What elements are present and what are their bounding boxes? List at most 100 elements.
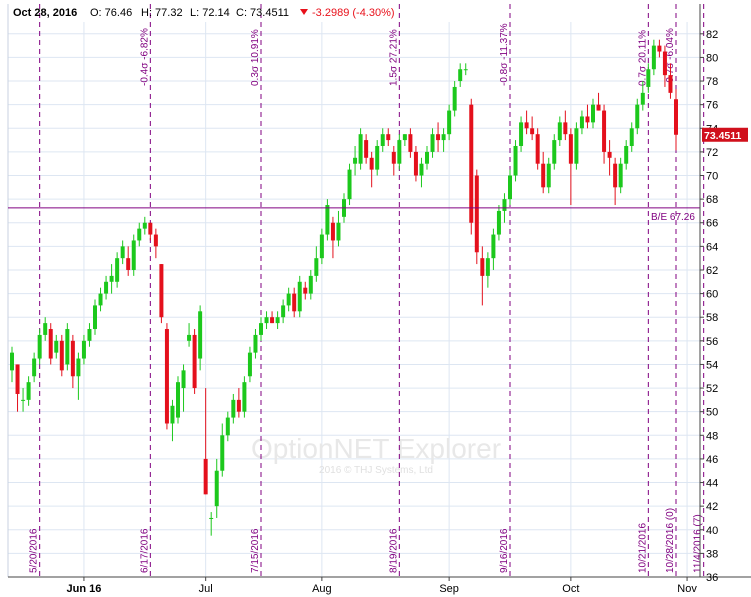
expiration-date-label: 11/4/2016 (7): [693, 514, 704, 573]
candle: [364, 134, 369, 164]
candle: [297, 275, 302, 318]
candle-body: [452, 86, 457, 111]
expiration-date-label: 5/20/2016: [29, 528, 40, 573]
candle: [624, 140, 629, 170]
candle-body: [657, 45, 662, 52]
candle-body: [491, 234, 496, 259]
y-tick-label: 38: [706, 548, 718, 560]
candle: [579, 110, 584, 135]
candle: [613, 157, 618, 206]
candle: [253, 329, 258, 359]
candle-body: [43, 323, 48, 335]
candle-body: [640, 92, 645, 105]
candle-body: [281, 305, 286, 318]
expiration-date-label: 10/21/2016: [637, 523, 648, 573]
candle: [70, 334, 75, 389]
candle-body: [419, 163, 424, 176]
candle-body: [524, 122, 529, 129]
candle: [325, 199, 330, 241]
candle-body: [170, 405, 175, 424]
candle-body: [32, 358, 37, 377]
candle: [142, 216, 147, 235]
candle: [170, 399, 175, 442]
candle: [247, 346, 252, 383]
y-tick-label: 80: [706, 52, 718, 64]
candle-body: [380, 134, 385, 146]
watermark-subtitle: 2016 © THJ Systems, Ltd: [319, 465, 433, 476]
candle-body: [441, 134, 446, 141]
candle: [220, 423, 225, 477]
y-tick-label: 54: [706, 359, 718, 371]
candle-body: [81, 340, 86, 359]
candle-body: [275, 317, 280, 324]
candle: [214, 458, 219, 518]
candle-body: [236, 399, 241, 412]
candle-body: [530, 128, 535, 135]
candle: [607, 140, 612, 176]
candle: [408, 128, 413, 158]
candle-body: [347, 169, 352, 200]
candle-body: [259, 323, 263, 335]
candle: [81, 334, 86, 365]
expiration-stat-label: -0.4σ -6.82%: [139, 28, 150, 86]
expiration-stat-label: -0.8σ -11.37%: [499, 23, 510, 86]
candle: [519, 116, 524, 152]
candle-body: [220, 435, 225, 471]
candle: [574, 122, 579, 170]
candle-body: [330, 222, 335, 241]
header-close: C: 73.4511: [236, 7, 289, 19]
candle-body: [447, 110, 452, 135]
candle-body: [369, 157, 374, 170]
candle-body: [563, 122, 568, 135]
y-tick-label: 40: [706, 525, 718, 537]
candle: [93, 299, 97, 335]
candle-body: [629, 128, 634, 146]
expiration-stat-label: 0.7σ 20.11%: [637, 30, 648, 86]
candle-body: [297, 281, 302, 312]
candle-body: [546, 163, 551, 188]
candle: [292, 287, 297, 318]
candle-body: [458, 69, 463, 82]
candle-body: [391, 151, 396, 164]
candle-body: [651, 45, 656, 70]
candle-body: [413, 151, 418, 176]
candle: [535, 128, 540, 170]
candle: [369, 151, 374, 188]
candle-body: [76, 358, 81, 377]
candle-body: [674, 99, 678, 135]
candle-body: [425, 151, 429, 164]
candle: [330, 216, 335, 259]
candle-body: [314, 258, 319, 276]
candle: [15, 364, 20, 412]
candle: [104, 275, 109, 300]
gridlines: [7, 4, 751, 578]
candle: [380, 128, 385, 152]
candle: [541, 151, 546, 194]
header-change: -3.2989 (-4.30%): [312, 7, 395, 19]
last-price-marker: 73.4511: [702, 127, 748, 142]
expiration-date-label: 9/16/2016: [499, 528, 510, 573]
candle: [198, 305, 203, 371]
candle: [225, 411, 230, 442]
candle: [336, 210, 341, 247]
candle-body: [535, 134, 540, 164]
candle: [242, 376, 247, 418]
candle: [458, 63, 463, 87]
y-tick-label: 56: [706, 336, 718, 348]
candle-body: [176, 382, 180, 418]
expiration-stat-label: 0.3σ 10.91%: [250, 29, 261, 86]
candle: [314, 246, 319, 282]
candle-body: [607, 151, 612, 158]
candle: [65, 323, 70, 371]
candle: [32, 352, 37, 383]
candle-body: [325, 205, 330, 235]
candle-body: [225, 417, 230, 436]
candle: [485, 252, 490, 288]
candle: [591, 98, 595, 129]
candle-body: [402, 134, 407, 141]
x-tick-label: Aug: [312, 583, 332, 595]
candle: [552, 134, 557, 170]
candle: [441, 128, 446, 152]
candle-body: [209, 517, 214, 519]
candle: [585, 104, 590, 129]
